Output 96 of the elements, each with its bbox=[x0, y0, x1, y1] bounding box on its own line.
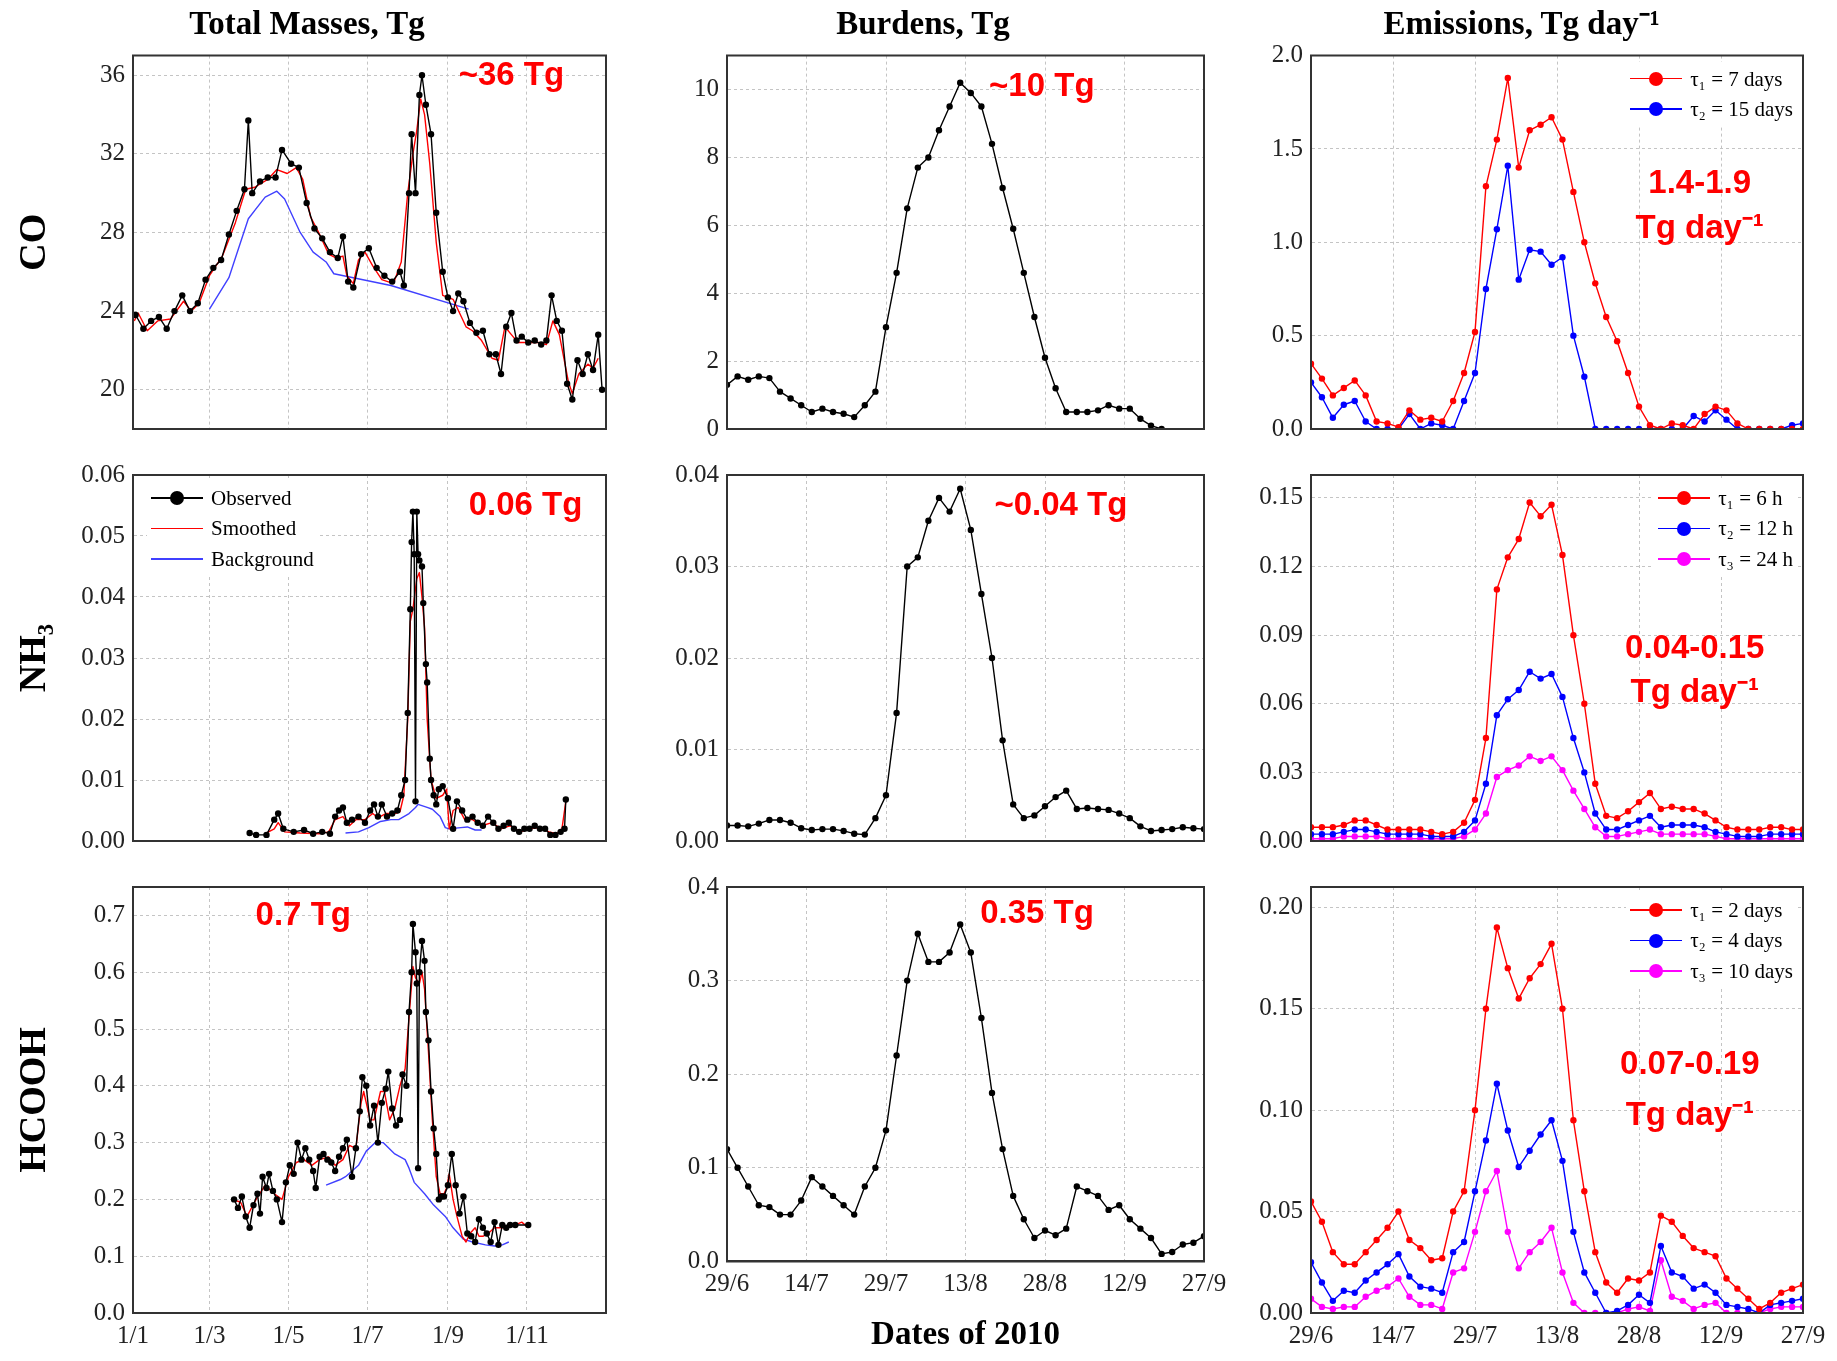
y-tick-label: 0.15 bbox=[1259, 993, 1303, 1021]
y-tick-label: 0.04 bbox=[675, 459, 720, 487]
annotation: Tg day⁻¹ bbox=[1625, 1094, 1754, 1133]
legend-label: τ₂ = 12 h bbox=[1718, 515, 1793, 543]
y-tick-label: 4 bbox=[706, 277, 720, 305]
y-tick-label: 20 bbox=[100, 374, 125, 402]
y-tick-label: 0.05 bbox=[1259, 1196, 1303, 1224]
y-axis-title: HCOOH bbox=[10, 1027, 53, 1173]
annotation: Tg day⁻¹ bbox=[1630, 671, 1759, 709]
y-tick-label: 32 bbox=[100, 138, 125, 166]
y-tick-label: 0.01 bbox=[81, 764, 125, 792]
legend-label: τ₃ = 24 h bbox=[1718, 545, 1793, 573]
y-tick-label: 8 bbox=[706, 142, 719, 169]
x-tick-label: 1/7 bbox=[351, 1320, 384, 1348]
y-tick-label: 0.03 bbox=[1259, 756, 1303, 784]
annotation: 0.07-0.19 bbox=[1620, 1043, 1760, 1081]
x-axis-title: Dates of 2010 bbox=[871, 1314, 1060, 1351]
y-tick-label: 0.00 bbox=[675, 825, 719, 853]
x-tick-label: 27/9 bbox=[1780, 1320, 1826, 1348]
legend-label: τ₁ = 7 days bbox=[1690, 65, 1783, 93]
y-tick-label: 0 bbox=[706, 413, 719, 441]
annotation: 1.4-1.9 bbox=[1648, 162, 1752, 201]
x-tick-label: 1/9 bbox=[431, 1320, 464, 1348]
y-tick-label: 0.01 bbox=[675, 734, 719, 762]
y-tick-label: 0.06 bbox=[81, 459, 125, 487]
y-tick-label: 0.00 bbox=[81, 825, 125, 853]
y-tick-label: 10 bbox=[694, 74, 719, 102]
x-tick-label: 12/9 bbox=[1102, 1268, 1147, 1296]
y-tick-label: 0.1 bbox=[687, 1152, 719, 1180]
y-tick-label: 0.0 bbox=[1271, 413, 1303, 441]
annotation: 0.7 Tg bbox=[255, 894, 351, 932]
legend-label: Observed bbox=[211, 485, 292, 512]
y-tick-label: 0.02 bbox=[675, 642, 719, 670]
y-tick-label: 0.10 bbox=[1259, 1094, 1303, 1122]
y-axis-title: CO bbox=[10, 213, 53, 271]
x-tick-label: 28/8 bbox=[1022, 1268, 1068, 1296]
x-tick-label: 1/5 bbox=[272, 1320, 305, 1348]
legend-label: τ₃ = 10 days bbox=[1690, 957, 1793, 985]
y-tick-label: 0.5 bbox=[1271, 320, 1303, 348]
y-tick-label: 0.3 bbox=[687, 965, 719, 993]
x-tick-label: 1/3 bbox=[193, 1320, 226, 1348]
y-tick-label: 0.4 bbox=[687, 871, 720, 899]
y-tick-label: 0.03 bbox=[81, 642, 125, 670]
y-tick-label: 0.02 bbox=[81, 703, 125, 731]
legend-label: Background bbox=[211, 545, 314, 573]
y-tick-label: 1.5 bbox=[1271, 133, 1303, 161]
y-tick-label: 0.00 bbox=[1259, 825, 1303, 853]
annotation: ~10 Tg bbox=[989, 65, 1095, 104]
y-tick-label: 0.1 bbox=[93, 1240, 125, 1268]
y-tick-label: 2 bbox=[706, 345, 719, 373]
y-tick-label: 2.0 bbox=[1271, 40, 1303, 68]
legend-label: τ₁ = 2 days bbox=[1690, 897, 1783, 924]
x-tick-label: 29/7 bbox=[1452, 1320, 1498, 1348]
legend-label: τ₂ = 15 days bbox=[1690, 96, 1793, 124]
chart-title: Burdens, Tg bbox=[836, 5, 1011, 42]
y-tick-label: 24 bbox=[100, 295, 126, 323]
legend-label: Smoothed bbox=[211, 515, 297, 543]
annotation: Tg day⁻¹ bbox=[1635, 207, 1764, 245]
x-tick-label: 14/7 bbox=[1370, 1320, 1416, 1348]
x-tick-label: 12/9 bbox=[1698, 1320, 1744, 1348]
x-tick-label: 29/7 bbox=[863, 1268, 909, 1296]
y-tick-label: 0.6 bbox=[93, 956, 125, 984]
y-tick-label: 0.04 bbox=[81, 581, 126, 609]
y-tick-label: 0.03 bbox=[675, 551, 719, 579]
y-tick-label: 0.5 bbox=[93, 1013, 125, 1041]
annotation: ~0.04 Tg bbox=[994, 484, 1128, 523]
x-tick-label: 14/7 bbox=[784, 1268, 829, 1296]
annotation: ~36 Tg bbox=[458, 54, 565, 92]
y-tick-label: 0.2 bbox=[687, 1058, 719, 1086]
y-tick-label: 1.0 bbox=[1271, 226, 1303, 254]
y-tick-label: 0.05 bbox=[81, 520, 125, 548]
annotation: 0.35 Tg bbox=[980, 893, 1094, 931]
y-tick-label: 36 bbox=[100, 59, 125, 87]
x-tick-label: 27/9 bbox=[1181, 1268, 1227, 1296]
chart-title: Total Masses, Tg bbox=[189, 5, 426, 42]
y-tick-label: 0.2 bbox=[93, 1183, 125, 1211]
x-tick-label: 13/8 bbox=[1534, 1320, 1580, 1348]
y-tick-label: 28 bbox=[100, 217, 125, 245]
y-tick-label: 0.15 bbox=[1259, 482, 1303, 510]
y-tick-label: 6 bbox=[706, 209, 719, 237]
y-tick-label: 0.06 bbox=[1259, 688, 1303, 716]
y-tick-label: 0.20 bbox=[1259, 891, 1303, 919]
legend-label: τ₂ = 4 days bbox=[1690, 927, 1783, 955]
y-axis-title: NH₃ bbox=[10, 623, 53, 693]
annotation: 0.04-0.15 bbox=[1625, 627, 1765, 666]
y-tick-label: 0.12 bbox=[1259, 551, 1303, 579]
y-tick-label: 0.09 bbox=[1259, 619, 1303, 647]
annotation: 0.06 Tg bbox=[468, 484, 583, 523]
y-tick-label: 0.7 bbox=[93, 899, 125, 927]
legend-label: τ₁ = 6 h bbox=[1718, 485, 1783, 512]
x-tick-label: 28/8 bbox=[1616, 1320, 1662, 1348]
chart-title: Emissions, Tg day⁻¹ bbox=[1383, 5, 1660, 42]
x-tick-label: 1/11 bbox=[505, 1320, 549, 1348]
x-tick-label: 13/8 bbox=[943, 1268, 988, 1296]
y-tick-label: 0.3 bbox=[93, 1127, 125, 1155]
y-tick-label: 0.4 bbox=[93, 1070, 126, 1098]
